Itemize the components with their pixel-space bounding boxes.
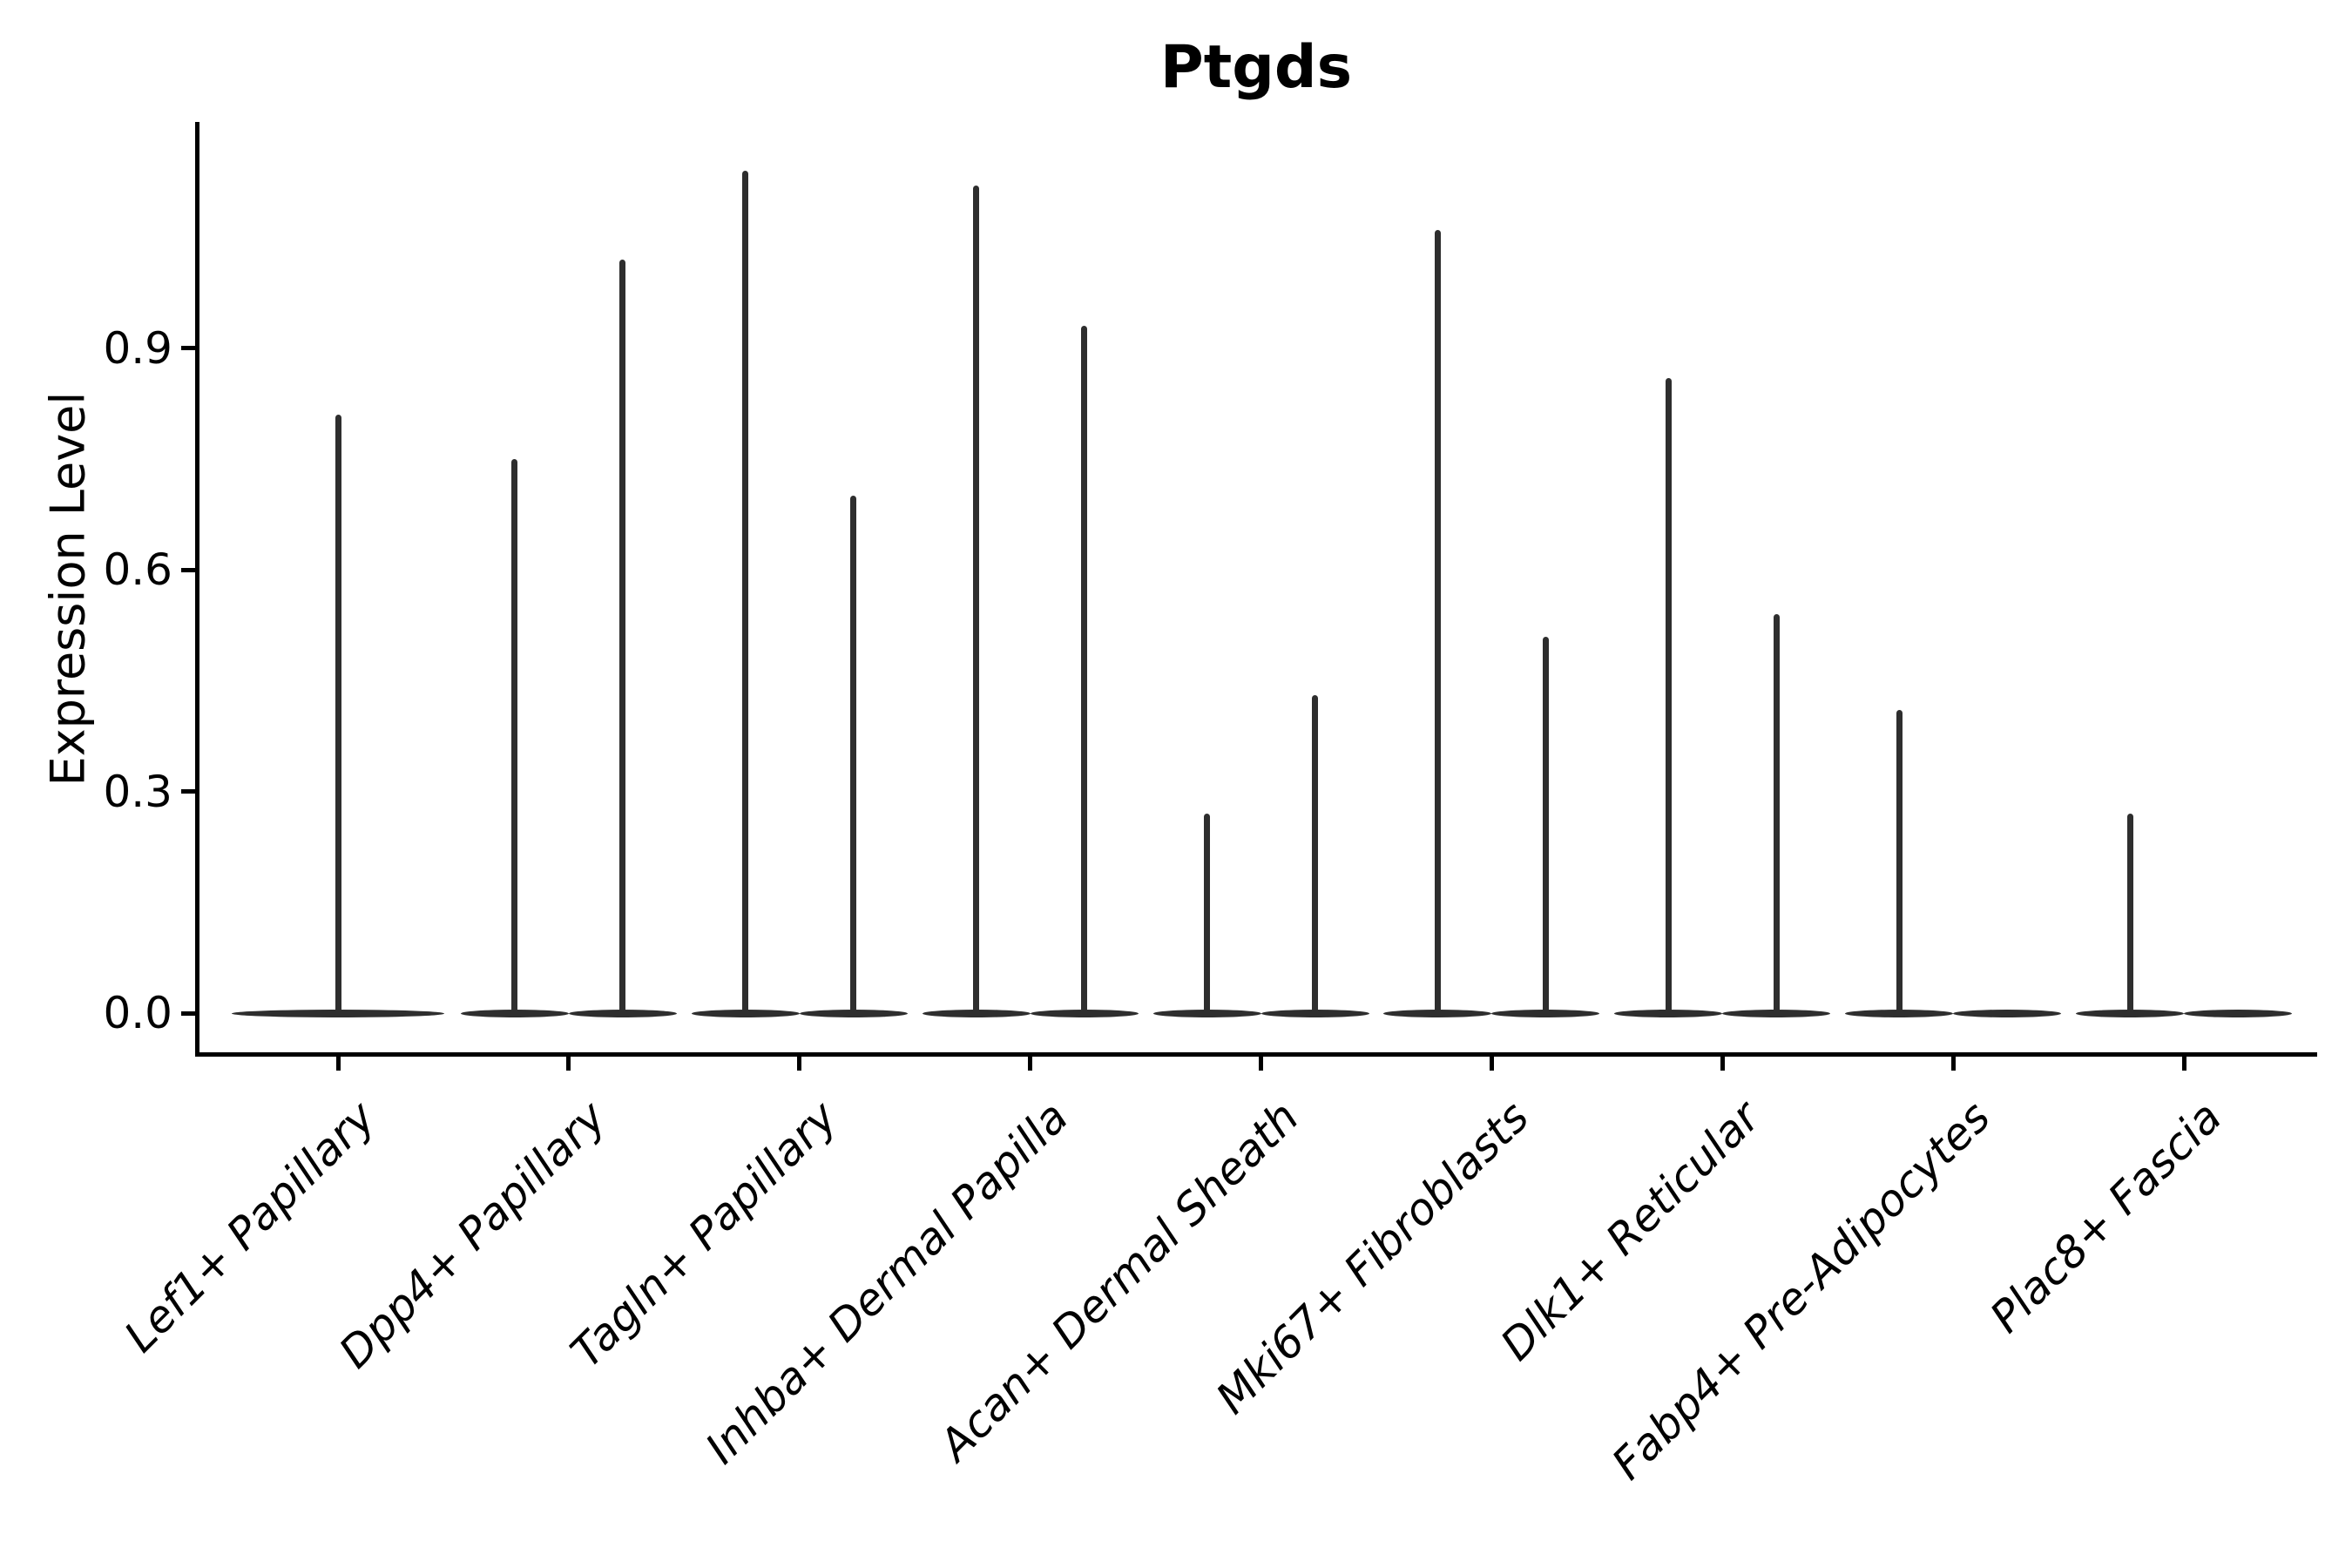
violin-body xyxy=(1383,1009,1492,1017)
x-tick xyxy=(1028,1057,1033,1071)
y-tick xyxy=(181,346,195,351)
violin-body xyxy=(460,1009,569,1017)
x-tick-label: Fabp4+ Pre-Adipocytes xyxy=(1602,1092,2001,1490)
x-tick xyxy=(1950,1057,1956,1071)
y-tick-label: 0.6 xyxy=(103,544,172,596)
violin-spike xyxy=(619,260,626,1013)
violin-spike xyxy=(973,186,980,1013)
violin-body xyxy=(2184,1009,2292,1017)
violin-spike xyxy=(1204,814,1210,1013)
y-tick xyxy=(181,567,195,572)
y-tick-label: 0.9 xyxy=(103,322,172,374)
violin-body xyxy=(1491,1009,1600,1017)
y-tick-label: 0.3 xyxy=(103,766,172,817)
x-tick xyxy=(1489,1057,1494,1071)
x-tick xyxy=(1720,1057,1725,1071)
violin-body xyxy=(691,1009,800,1017)
x-tick xyxy=(566,1057,571,1071)
violin-spike xyxy=(1434,230,1441,1013)
y-tick xyxy=(181,1010,195,1016)
violin-body xyxy=(1260,1009,1369,1017)
violin-body xyxy=(799,1009,908,1017)
chart-title: Ptgds xyxy=(1159,33,1353,102)
violin-spike xyxy=(511,459,518,1013)
violin-spike xyxy=(2126,814,2133,1013)
violin-spike xyxy=(1896,710,1903,1013)
violin-body xyxy=(1845,1009,1954,1017)
violin-body xyxy=(1152,1009,1261,1017)
violin-body xyxy=(1030,1009,1139,1017)
violin-body xyxy=(1953,1009,2062,1017)
x-tick-label: Lef1+ Papillary xyxy=(114,1092,386,1362)
x-tick xyxy=(335,1057,341,1071)
violin-spike xyxy=(1312,695,1318,1013)
x-axis-spine xyxy=(195,1052,2317,1057)
x-tick xyxy=(797,1057,802,1071)
x-tick-label: Dlk1+ Reticular xyxy=(1490,1092,1770,1370)
violin-spike xyxy=(850,496,857,1013)
y-axis-spine xyxy=(195,122,199,1057)
violin-spike xyxy=(335,415,341,1013)
x-tick xyxy=(2181,1057,2186,1071)
violin-body xyxy=(1614,1009,1723,1017)
x-tick-label: Plac8+ Fascia xyxy=(1980,1092,2232,1343)
violin-body xyxy=(2076,1009,2184,1017)
y-tick xyxy=(181,789,195,794)
violin-body xyxy=(1722,1009,1831,1017)
violin-spike xyxy=(742,171,749,1013)
violin-spike xyxy=(1542,636,1549,1013)
y-tick-label: 0.0 xyxy=(103,988,172,1038)
y-axis-label: Expression Level xyxy=(40,391,96,787)
violin-body xyxy=(568,1009,677,1017)
violin-spike xyxy=(1665,377,1672,1013)
violin-body xyxy=(232,1009,444,1017)
violin-spike xyxy=(1081,326,1088,1013)
violin-body xyxy=(922,1009,1031,1017)
x-tick xyxy=(1259,1057,1263,1071)
violin-spike xyxy=(1773,614,1780,1013)
